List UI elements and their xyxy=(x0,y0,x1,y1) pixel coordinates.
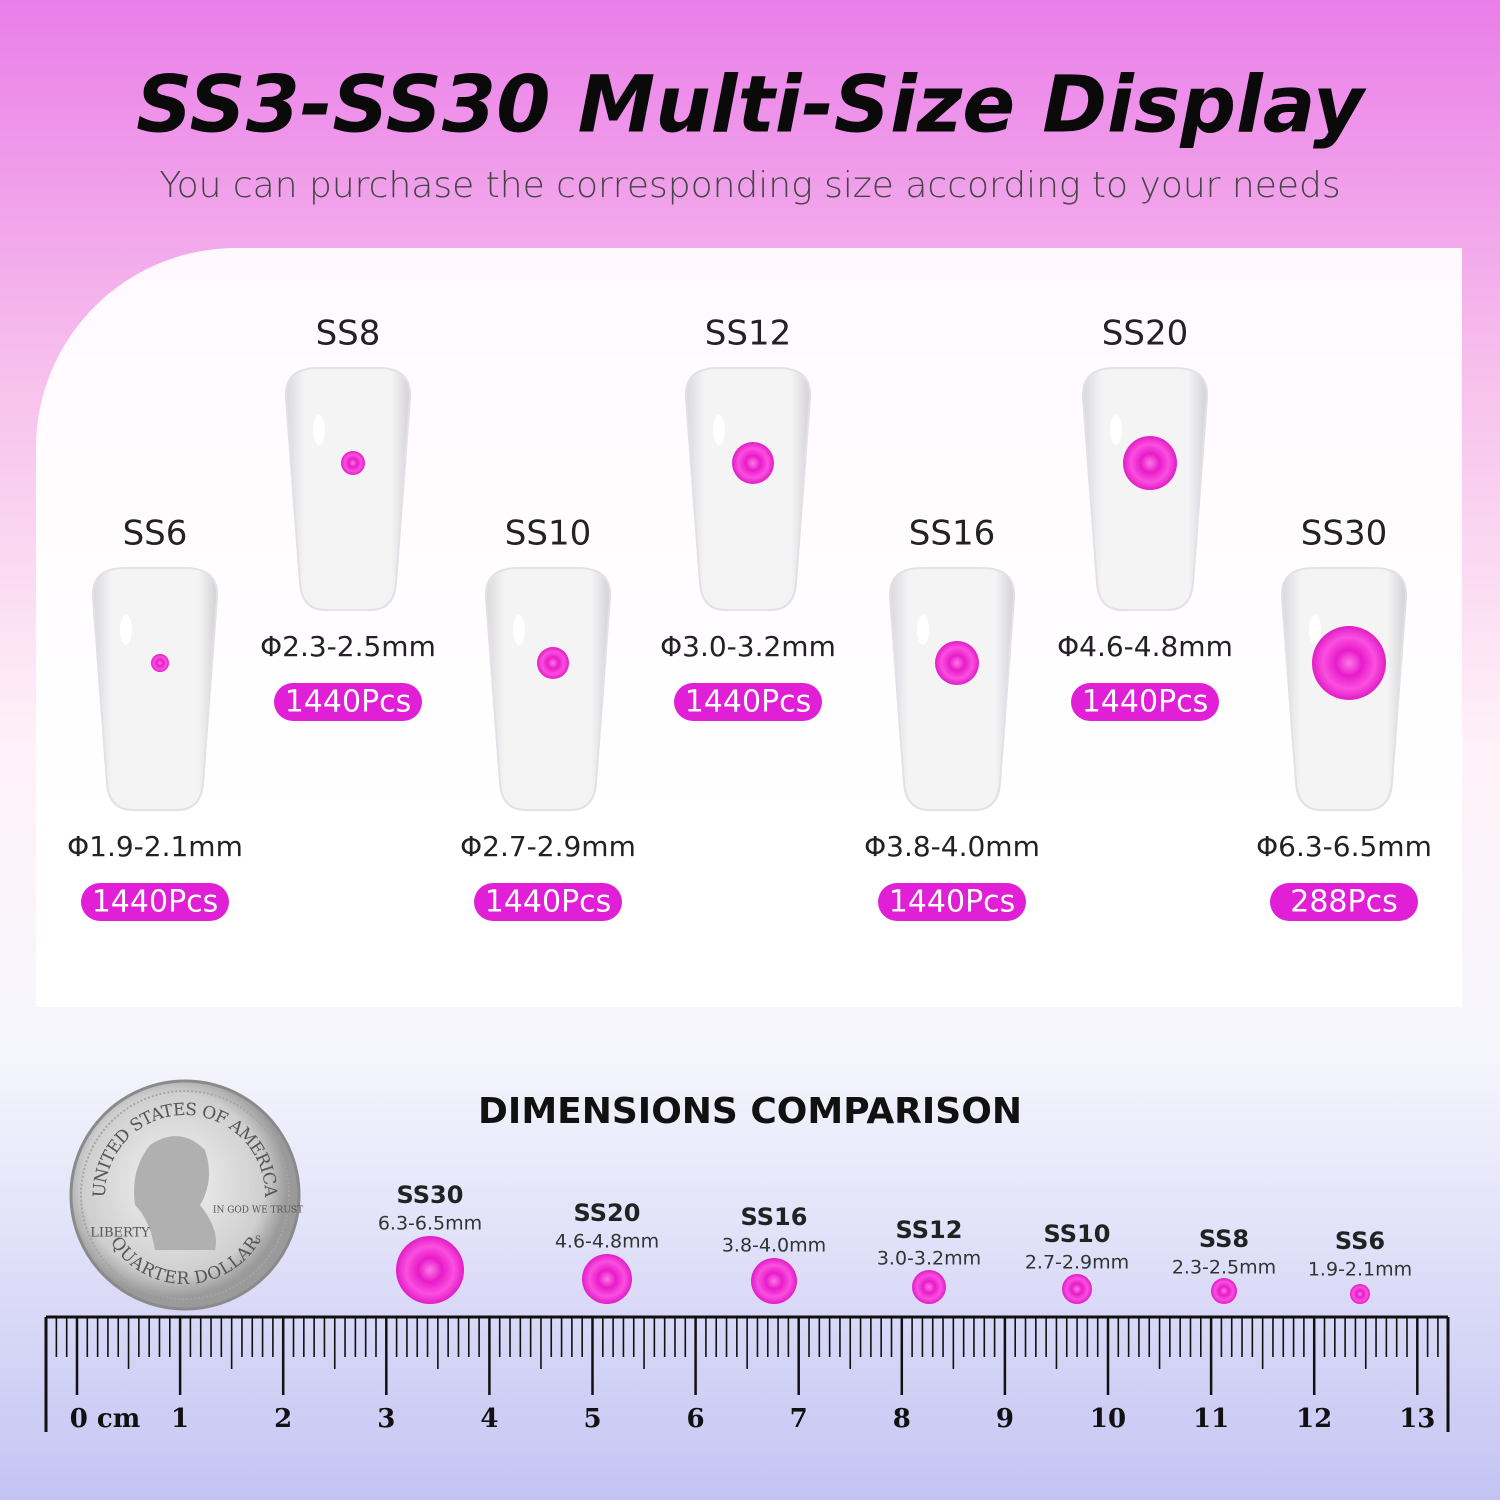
comparison-gem xyxy=(1062,1274,1092,1304)
nail-count: 1440Pcs xyxy=(485,885,612,920)
ruler-label: 12 xyxy=(1296,1404,1332,1434)
nail xyxy=(888,567,1016,811)
nail-label: SS16 xyxy=(909,514,995,554)
nail-size: Φ2.7-2.9mm xyxy=(460,830,636,863)
coin-portrait xyxy=(134,1136,216,1250)
nail-highlight xyxy=(917,615,929,645)
nail-highlight xyxy=(713,415,725,445)
nail-count: 1440Pcs xyxy=(889,885,1016,920)
ruler-label: 8 xyxy=(893,1404,911,1434)
rhinestone xyxy=(1312,626,1386,700)
comparison-size: 3.0-3.2mm xyxy=(877,1248,981,1270)
nail xyxy=(684,367,812,611)
nail-size: Φ2.3-2.5mm xyxy=(260,630,436,663)
rhinestone xyxy=(341,451,365,475)
comparison-gem xyxy=(1350,1284,1370,1304)
nail-label: SS30 xyxy=(1301,514,1387,554)
count-pill xyxy=(878,883,1026,921)
comparison-gem xyxy=(582,1254,632,1304)
comparison-size: 2.3-2.5mm xyxy=(1172,1257,1276,1279)
subtitle: You can purchase the corresponding size … xyxy=(159,165,1340,206)
comparison-label: SS12 xyxy=(896,1216,963,1244)
ruler-label: 7 xyxy=(790,1404,808,1434)
ruler-label: 3 xyxy=(377,1404,395,1434)
comparison-label: SS10 xyxy=(1044,1220,1111,1248)
nail-size: Φ3.8-4.0mm xyxy=(864,830,1040,863)
ruler-label: 5 xyxy=(583,1404,601,1434)
comparison-label: SS8 xyxy=(1199,1225,1249,1253)
count-pill xyxy=(81,883,229,921)
comparison-size: 4.6-4.8mm xyxy=(555,1231,659,1253)
coin-mint: S xyxy=(255,1236,261,1246)
comparison-label: SS30 xyxy=(397,1181,464,1209)
comparison-gem xyxy=(396,1236,464,1304)
nail-label: SS8 xyxy=(316,314,381,354)
ruler-label: 9 xyxy=(996,1404,1014,1434)
rhinestone xyxy=(151,654,169,672)
comparison-gem xyxy=(912,1270,946,1304)
ruler-label: 11 xyxy=(1193,1404,1229,1434)
title: SS3-SS30 Multi-Size Display xyxy=(136,60,1367,150)
nail-count: 1440Pcs xyxy=(92,885,219,920)
ruler-label: 4 xyxy=(480,1404,498,1434)
nail-highlight xyxy=(313,415,325,445)
count-pill xyxy=(1071,683,1219,721)
rhinestone xyxy=(537,647,569,679)
coin-motto: IN GOD WE TRUST xyxy=(213,1206,303,1216)
ruler: 0 cm 1 2 3 4 5 6 7 8 9 10 11 12 13 xyxy=(44,1315,1450,1434)
nail-highlight xyxy=(1309,615,1321,645)
comparison-size: 3.8-4.0mm xyxy=(722,1235,826,1257)
comparison-gem xyxy=(751,1258,797,1304)
nail xyxy=(91,567,219,811)
count-pill xyxy=(1270,883,1418,921)
comparison-size: 1.9-2.1mm xyxy=(1308,1259,1412,1281)
count-pill xyxy=(674,683,822,721)
rhinestone xyxy=(935,641,979,685)
ruler-label: 6 xyxy=(687,1404,705,1434)
ruler-label: 13 xyxy=(1399,1404,1435,1434)
nail-label: SS12 xyxy=(705,314,791,354)
coin-liberty: LIBERTY xyxy=(90,1226,150,1241)
count-pill xyxy=(474,883,622,921)
rhinestone xyxy=(1123,436,1177,490)
nail xyxy=(484,567,612,811)
nail-size: Φ6.3-6.5mm xyxy=(1256,830,1432,863)
nail xyxy=(284,367,412,611)
ruler-label: 2 xyxy=(274,1404,292,1434)
nail-size: Φ1.9-2.1mm xyxy=(67,830,243,863)
nail-label: SS20 xyxy=(1102,314,1188,354)
nail-label: SS10 xyxy=(505,514,591,554)
rhinestone xyxy=(732,442,774,484)
comparison-label: SS20 xyxy=(574,1199,641,1227)
comparison-label: SS16 xyxy=(741,1203,808,1231)
nail-label: SS6 xyxy=(123,514,188,554)
nail-size: Φ4.6-4.8mm xyxy=(1057,630,1233,663)
panel xyxy=(36,248,1462,1007)
comparison-size: 2.7-2.9mm xyxy=(1025,1252,1129,1274)
coin: UNITED STATES OF AMERICA QUARTER DOLLAR … xyxy=(69,1079,303,1311)
ruler-label: 10 xyxy=(1090,1404,1126,1434)
nail-count: 1440Pcs xyxy=(1082,685,1209,720)
nail-highlight xyxy=(1110,415,1122,445)
comparison-gem xyxy=(1211,1278,1237,1304)
nail-size: Φ3.0-3.2mm xyxy=(660,630,836,663)
ruler-label: 0 cm xyxy=(70,1404,140,1434)
comparison-title: DIMENSIONS COMPARISON xyxy=(478,1091,1022,1132)
nail-count: 1440Pcs xyxy=(285,685,412,720)
nail-count: 288Pcs xyxy=(1290,885,1397,920)
nail-count: 1440Pcs xyxy=(685,685,812,720)
nail-highlight xyxy=(120,615,132,645)
ruler-label: 1 xyxy=(171,1404,189,1434)
comparison-size: 6.3-6.5mm xyxy=(378,1213,482,1235)
coin-rim xyxy=(80,1090,290,1300)
nail-highlight xyxy=(513,615,525,645)
count-pill xyxy=(274,683,422,721)
comparison-label: SS6 xyxy=(1335,1227,1385,1255)
